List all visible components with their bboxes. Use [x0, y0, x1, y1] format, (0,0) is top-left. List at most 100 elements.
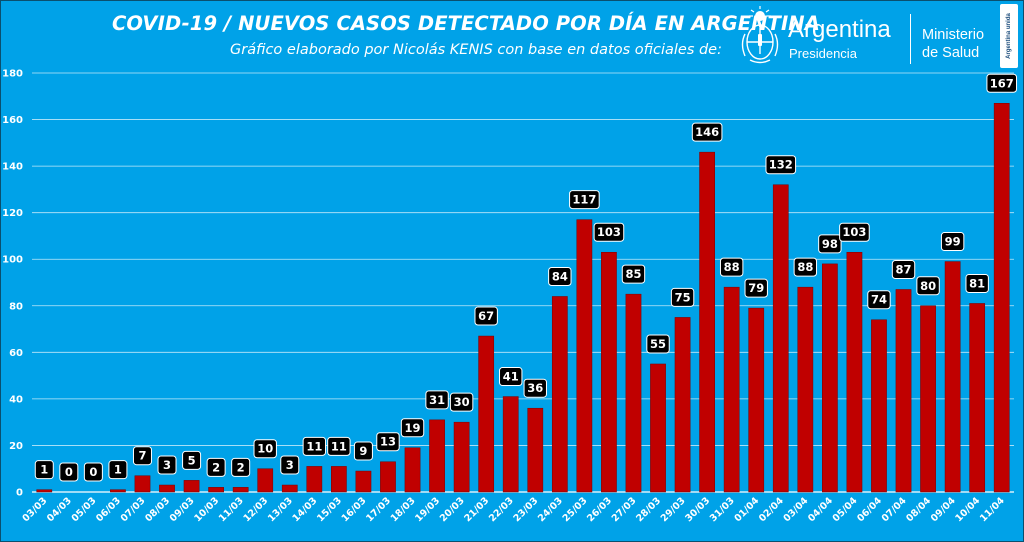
x-tick-label: 17/03 [364, 495, 393, 524]
data-label: 85 [625, 267, 641, 281]
data-label: 11 [331, 439, 347, 453]
data-label-box [940, 232, 965, 252]
x-tick-label: 27/03 [610, 495, 639, 524]
data-label: 67 [478, 309, 494, 323]
ministry-logo: Ministerio de Salud [922, 26, 984, 62]
x-tick-label: 15/03 [315, 495, 344, 524]
x-tick-label: 21/03 [462, 495, 491, 524]
x-tick-label: 31/03 [708, 495, 737, 524]
bar [601, 251, 617, 493]
data-label: 41 [503, 370, 519, 384]
bar [625, 293, 642, 493]
data-label-box [302, 436, 327, 456]
data-label: 3 [163, 458, 171, 472]
bar [110, 489, 126, 493]
data-label-box [34, 460, 54, 480]
data-label: 3 [286, 458, 294, 472]
data-label-box [744, 278, 768, 298]
data-label-box [916, 276, 940, 296]
data-label-box [818, 234, 842, 254]
chart-title: COVID-19 / NUEVOS CASOS DETECTADO POR DÍ… [112, 12, 820, 35]
x-tick-label: 10/03 [192, 495, 221, 524]
bar [748, 307, 765, 493]
x-tick-label: 06/03 [94, 495, 123, 524]
data-label-box [280, 455, 300, 475]
x-tick-label: 08/04 [904, 495, 933, 524]
data-label-box [449, 392, 474, 412]
y-tick-label: 140 [2, 162, 23, 173]
data-label-box [548, 266, 572, 286]
data-label: 103 [597, 225, 621, 239]
x-tick-label: 04/04 [806, 495, 835, 524]
bar [478, 335, 495, 493]
logo-country-name: Argentina [788, 16, 891, 43]
bar [797, 286, 814, 493]
y-tick-label: 20 [9, 441, 23, 452]
data-label: 88 [797, 260, 813, 274]
data-label: 13 [380, 435, 396, 449]
x-tick-label: 24/03 [536, 495, 565, 524]
bar [159, 484, 175, 493]
data-label: 167 [990, 76, 1014, 90]
data-label: 132 [769, 158, 793, 172]
logo-country-subtitle: Presidencia [789, 46, 857, 61]
bar [429, 419, 445, 493]
x-tick-label: 30/03 [683, 495, 712, 524]
y-tick-label: 40 [9, 394, 23, 405]
bar [699, 151, 715, 493]
data-label-box [231, 457, 251, 477]
bar [944, 261, 961, 493]
data-label: 19 [405, 421, 421, 435]
data-label-box [891, 259, 916, 279]
data-label-box [400, 418, 425, 438]
x-tick-label: 03/04 [782, 495, 811, 524]
bar [650, 363, 666, 493]
bar [453, 421, 470, 493]
data-label-box [108, 460, 128, 480]
data-label: 1 [40, 463, 48, 477]
x-tick-label: 01/04 [732, 495, 761, 524]
data-label-box [965, 273, 989, 293]
bar [822, 263, 838, 493]
data-label-box [83, 462, 103, 482]
x-tick-label: 12/03 [241, 495, 270, 524]
y-tick-label: 120 [2, 208, 23, 219]
data-label-box [593, 222, 625, 242]
data-label-box [523, 378, 547, 398]
bar [871, 319, 887, 493]
x-tick-label: 13/03 [266, 495, 295, 524]
argentina-unida-badge: Argentina unida [1000, 4, 1018, 68]
x-tick-label: 29/03 [659, 495, 688, 524]
data-label-box [719, 257, 744, 277]
x-tick-label: 09/04 [929, 495, 958, 524]
bar [895, 289, 912, 493]
data-label-box [59, 462, 79, 482]
data-label: 11 [306, 439, 322, 453]
data-label: 9 [359, 444, 367, 458]
bar [772, 184, 789, 493]
data-label-box [353, 441, 373, 461]
bar [36, 489, 53, 493]
data-label-box [327, 436, 351, 456]
x-tick-label: 05/04 [831, 495, 860, 524]
data-label: 36 [527, 381, 543, 395]
data-label: 75 [675, 290, 691, 304]
data-label: 80 [920, 279, 936, 293]
data-label: 98 [822, 237, 838, 251]
data-label-box [691, 122, 723, 142]
x-tick-label: 10/04 [953, 495, 982, 524]
x-tick-label: 23/03 [511, 495, 540, 524]
x-tick-label: 19/03 [413, 495, 442, 524]
x-tick-label: 11/03 [217, 495, 246, 524]
data-label-box [670, 287, 695, 307]
bar [969, 303, 986, 493]
data-label: 146 [695, 125, 719, 139]
x-tick-label: 14/03 [291, 495, 320, 524]
chart-subtitle: Gráfico elaborado por Nicolás KENIS con … [230, 42, 722, 58]
x-tick-label: 07/04 [880, 495, 909, 524]
argentina-coat-of-arms-icon [741, 6, 779, 64]
bar [993, 103, 1010, 493]
data-label-box [425, 390, 449, 410]
x-tick-label: 25/03 [561, 495, 590, 524]
